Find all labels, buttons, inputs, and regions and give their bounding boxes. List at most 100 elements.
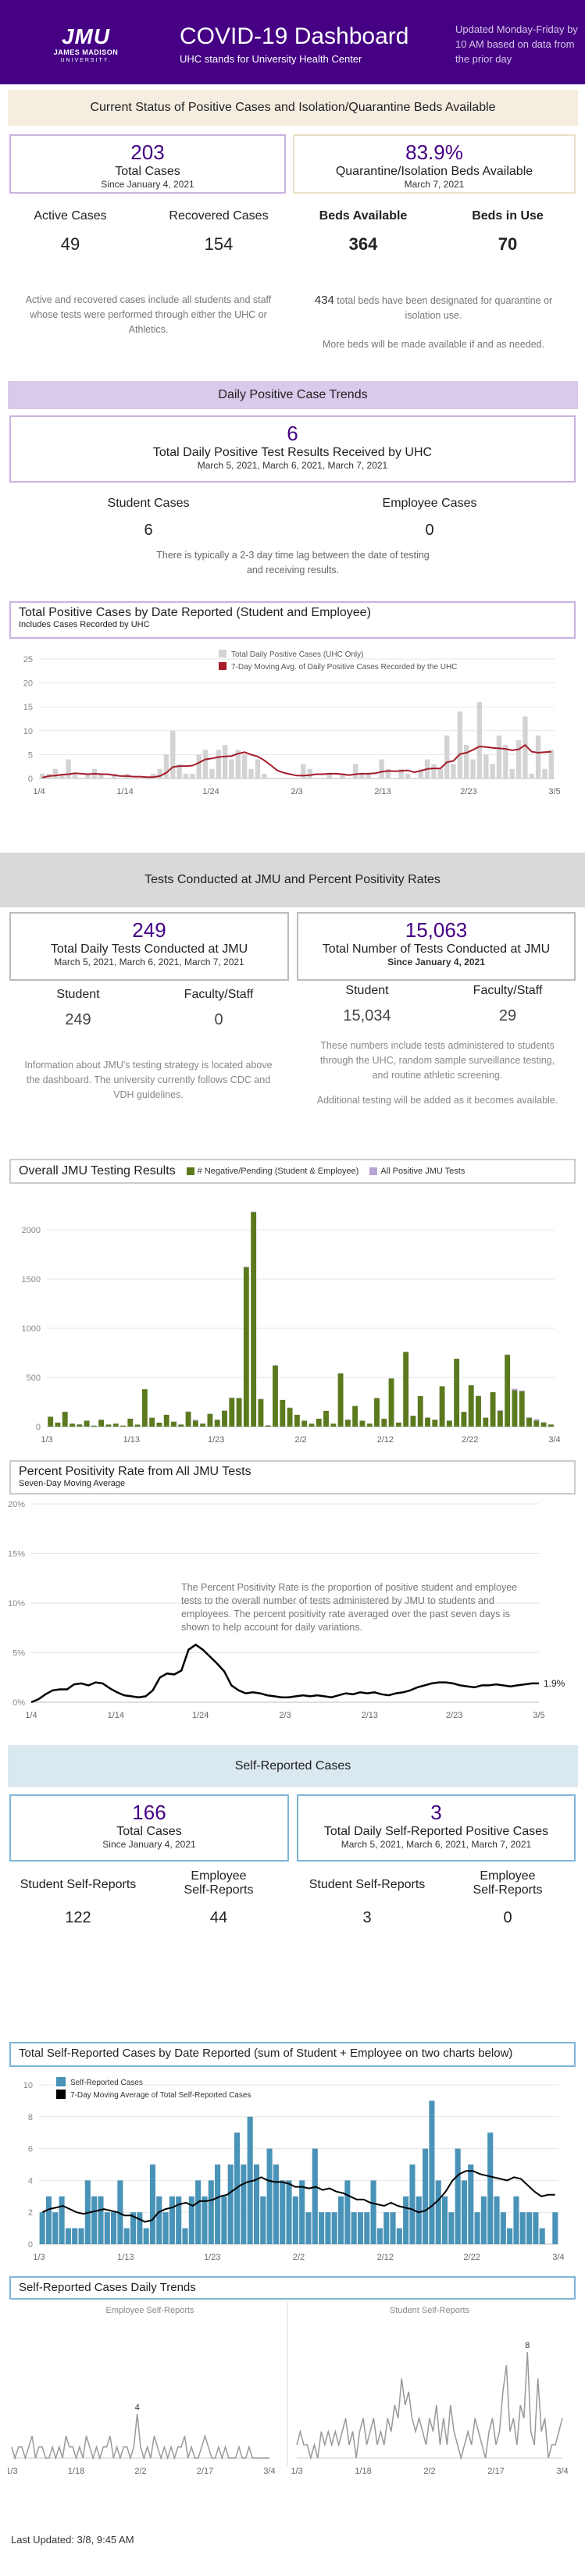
self-total-employee-label: Employee Self-Reports [156,1869,281,1897]
chart4-bar [59,2196,65,2244]
employee-label-line1-b: Employee [480,1869,536,1883]
chart4-xtick-label: 2/12 [377,2253,394,2262]
chart2-xtick-label: 2/12 [377,1435,394,1445]
chart2-xtick-label: 2/2 [294,1435,306,1445]
total-cases-value: 203 [130,141,165,164]
daily-tests-dates: March 5, 2021, March 6, 2021, March 7, 2… [54,957,244,967]
chart4-bar [39,2212,45,2244]
chart2-negative-bar [417,1395,423,1427]
chart4-bar [52,2212,59,2244]
chart4-bar [403,2196,409,2244]
chart1-legend-line-label: 7-Day Moving Avg. of Daily Positive Case… [231,663,457,672]
chart1-bar [496,735,502,779]
chart2-negative-bar [505,1355,511,1427]
chart2-negative-bar [301,1420,308,1427]
chart2-negative-bar [236,1398,242,1427]
self-total-value: 166 [132,1801,166,1824]
chart5-employee-xtick-label: 2/2 [134,2467,146,2476]
legend-positive-label: All Positive JMU Tests [380,1167,466,1176]
chart3-ytick-label: 10% [8,1599,25,1609]
chart2-positive-bar [251,1211,257,1213]
chart4-bar [390,2212,396,2244]
chart4-ytick-label: 2 [28,2208,33,2218]
beds-label: Quarantine/Isolation Beds Available [335,165,533,178]
chart2-negative-bar [70,1423,75,1427]
chart2-negative-bar [105,1424,112,1427]
chart1-bar [307,768,312,779]
chart1-ytick-label: 25 [23,655,33,664]
chart2-negative-bar [540,1422,547,1427]
chart2-ytick-label: 1000 [22,1324,41,1334]
self-daily-employee-label: Employee Self-Reports [445,1869,570,1897]
chart2-ytick-label: 2000 [22,1226,41,1235]
chart4-legend-line-swatch [56,2090,66,2099]
chart1-bar [470,759,476,779]
chart1-bar [326,773,332,779]
active-cases-label: Active Cases [34,209,107,223]
chart1-bar [216,750,221,779]
chart1-bar [170,730,176,779]
chart1-bar [235,750,241,779]
total-beds-text: total beds have been designated for quar… [334,295,553,321]
chart2-negative-bar [112,1423,119,1427]
chart5-title: Self-Reported Cases Daily Trends [19,2281,196,2294]
chart5-daily-trends: Employee Self-Reports Student Self-Report… [8,2302,569,2476]
chart4-bar [162,2212,169,2244]
beds-date: March 7, 2021 [404,179,465,190]
chart2-negative-bar [229,1398,235,1427]
self-daily-label: Total Daily Self-Reported Positive Cases [323,1825,549,1838]
chart4-ytick-label: 0 [28,2240,33,2250]
chart4-xtick-label: 2/2 [293,2253,305,2262]
chart2-negative-bar [200,1423,206,1427]
chart1-bar [529,773,534,779]
chart2-negative-bar [149,1417,155,1427]
chart4-bar [305,2212,312,2244]
chart4-bar [78,2228,84,2244]
chart2-negative-bar [214,1420,220,1427]
self-daily-card: 3 Total Daily Self-Reported Positive Cas… [297,1794,576,1862]
daily-tests-faculty-value: 0 [214,1011,223,1028]
chart4-bar [370,2180,376,2244]
chart3-header: Percent Positivity Rate from All JMU Tes… [9,1460,576,1495]
chart1-bar [405,773,411,779]
chart2-negative-bar [171,1421,177,1427]
chart4-bar [273,2164,279,2244]
chart1-bar [183,773,189,779]
chart2-negative-bar [55,1422,61,1427]
recovered-cases-label: Recovered Cases [169,209,269,223]
self-total-student-value: 122 [65,1909,91,1926]
chart4-bar [487,2132,494,2244]
chart2-positive-bar [497,1409,503,1411]
self-total-card: 166 Total Cases Since January 4, 2021 [9,1794,289,1862]
chart4-bar [72,2228,78,2244]
chart2-negative-bar [352,1406,358,1427]
chart1-bar [359,773,365,779]
chart3-xtick-label: 2/13 [362,1711,378,1720]
self-daily-student-label: Student Self-Reports [309,1878,426,1891]
chart1-bar [202,750,209,779]
chart4-bar [337,2196,344,2244]
beds-pct-value: 83.9% [405,141,463,164]
chart1-bar [262,773,267,779]
active-cases-value: 49 [60,234,80,254]
total-tests-faculty-label: Faculty/Staff [473,984,543,997]
chart1-bar [366,773,372,779]
chart1-bar [523,716,528,779]
chart4-bar [188,2196,194,2244]
chart4-bar [474,2212,480,2244]
chart2-testing-results: 0 500 1000 1500 2000 1/3 1/13 1/23 2/2 2/12 2/22 3/… [22,1211,561,1445]
chart1-bar [353,764,358,779]
total-cases-since: Since January 4, 2021 [101,179,194,190]
jmu-logo[interactable]: JMU JAMES MADISON UNIVERSITY. [48,25,123,69]
chart4-bar [45,2196,52,2244]
chart2-positive-bar [265,1424,271,1426]
total-cases-label: Total Cases [115,165,180,178]
employee-label-line2-b: Self-Reports [473,1883,543,1897]
chart2-positive-bar [287,1407,293,1409]
chart3-ytick-label: 20% [8,1500,25,1509]
chart1-bar [535,735,541,779]
logo-university: UNIVERSITY. [60,58,112,63]
chart4-xtick-label: 3/4 [552,2253,564,2262]
chart2-negative-bar [84,1420,90,1427]
chart4-header: Total Self-Reported Cases by Date Report… [9,2042,576,2067]
